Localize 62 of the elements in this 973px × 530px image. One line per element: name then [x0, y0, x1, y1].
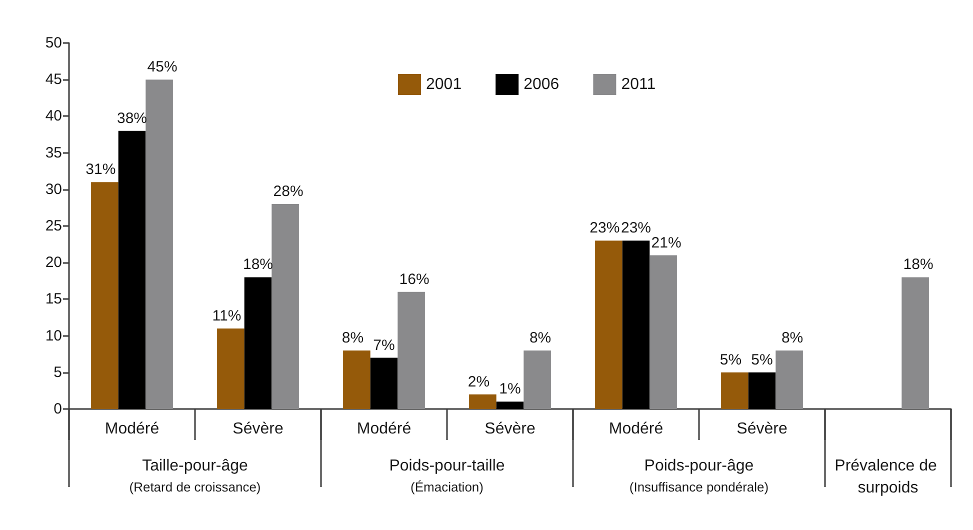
bar — [496, 402, 524, 409]
bar — [244, 277, 272, 409]
legend-label: 2011 — [621, 76, 656, 93]
bar — [622, 240, 650, 409]
data-label: 1% — [499, 380, 521, 398]
x-tick-label: Modéré — [608, 420, 664, 438]
text: Poids-pour-âge (Insuffisance pondérale) — [629, 458, 769, 494]
y-tick-label: 30 — [45, 180, 62, 198]
y-tick-label: 20 — [45, 254, 62, 272]
y-tick-label: 25 — [45, 218, 62, 234]
bar — [721, 372, 748, 409]
data-label: 5% — [751, 351, 773, 368]
data-label: 8% — [529, 329, 552, 346]
bar — [217, 328, 244, 409]
bar — [398, 292, 425, 409]
data-label: 45% — [147, 58, 178, 76]
data-label: 28% — [273, 183, 304, 200]
bar — [370, 358, 398, 409]
data-label: 38% — [116, 110, 148, 127]
data-label: 7% — [373, 336, 395, 354]
text: Poids-pour-taille (Émaciation) — [389, 458, 505, 494]
x-tick-label: Sévère — [736, 420, 788, 438]
data-label: 8% — [342, 329, 364, 346]
data-label: 5% — [720, 351, 742, 368]
y-tick-label: 45 — [45, 71, 62, 88]
data-label: 18% — [242, 256, 274, 274]
data-label: 21% — [651, 234, 682, 252]
bar — [146, 80, 173, 409]
data-label: 16% — [399, 270, 430, 288]
data-label: 11% — [212, 307, 242, 324]
x-tick-label: Modéré — [356, 420, 412, 438]
bar — [91, 182, 118, 409]
text: Taille-pour-âge (Retard de croissance) — [129, 458, 261, 494]
data-label: 2% — [468, 373, 490, 390]
y-tick-label: 40 — [45, 108, 62, 125]
x-tick-label: Modéré — [104, 420, 160, 438]
legend-label: 2006 — [524, 76, 560, 93]
bar — [469, 394, 496, 409]
bar — [902, 277, 929, 409]
bar — [748, 372, 776, 409]
bar — [650, 255, 677, 409]
y-tick-label: 35 — [45, 144, 62, 162]
y-tick-label: 10 — [45, 327, 62, 344]
bar — [776, 350, 803, 409]
data-label: 23% — [590, 220, 620, 237]
data-label: 8% — [781, 329, 804, 346]
y-tick-label: 5 — [54, 364, 62, 381]
bar — [118, 130, 146, 409]
y-tick-label: 0 — [54, 400, 62, 418]
data-label: 18% — [903, 256, 934, 274]
bar — [343, 350, 370, 409]
x-tick-label: Sévère — [484, 420, 536, 438]
x-tick-label: Sévère — [232, 420, 284, 438]
bar — [595, 240, 622, 409]
data-label: 31% — [86, 161, 116, 178]
text: Prévalence de surpoids — [834, 458, 942, 496]
y-tick-label: 15 — [45, 290, 62, 308]
bar — [524, 350, 551, 409]
y-tick-label: 50 — [45, 34, 62, 52]
bar — [272, 204, 299, 409]
legend-label: 2001 — [426, 76, 462, 93]
data-label: 23% — [620, 220, 652, 237]
